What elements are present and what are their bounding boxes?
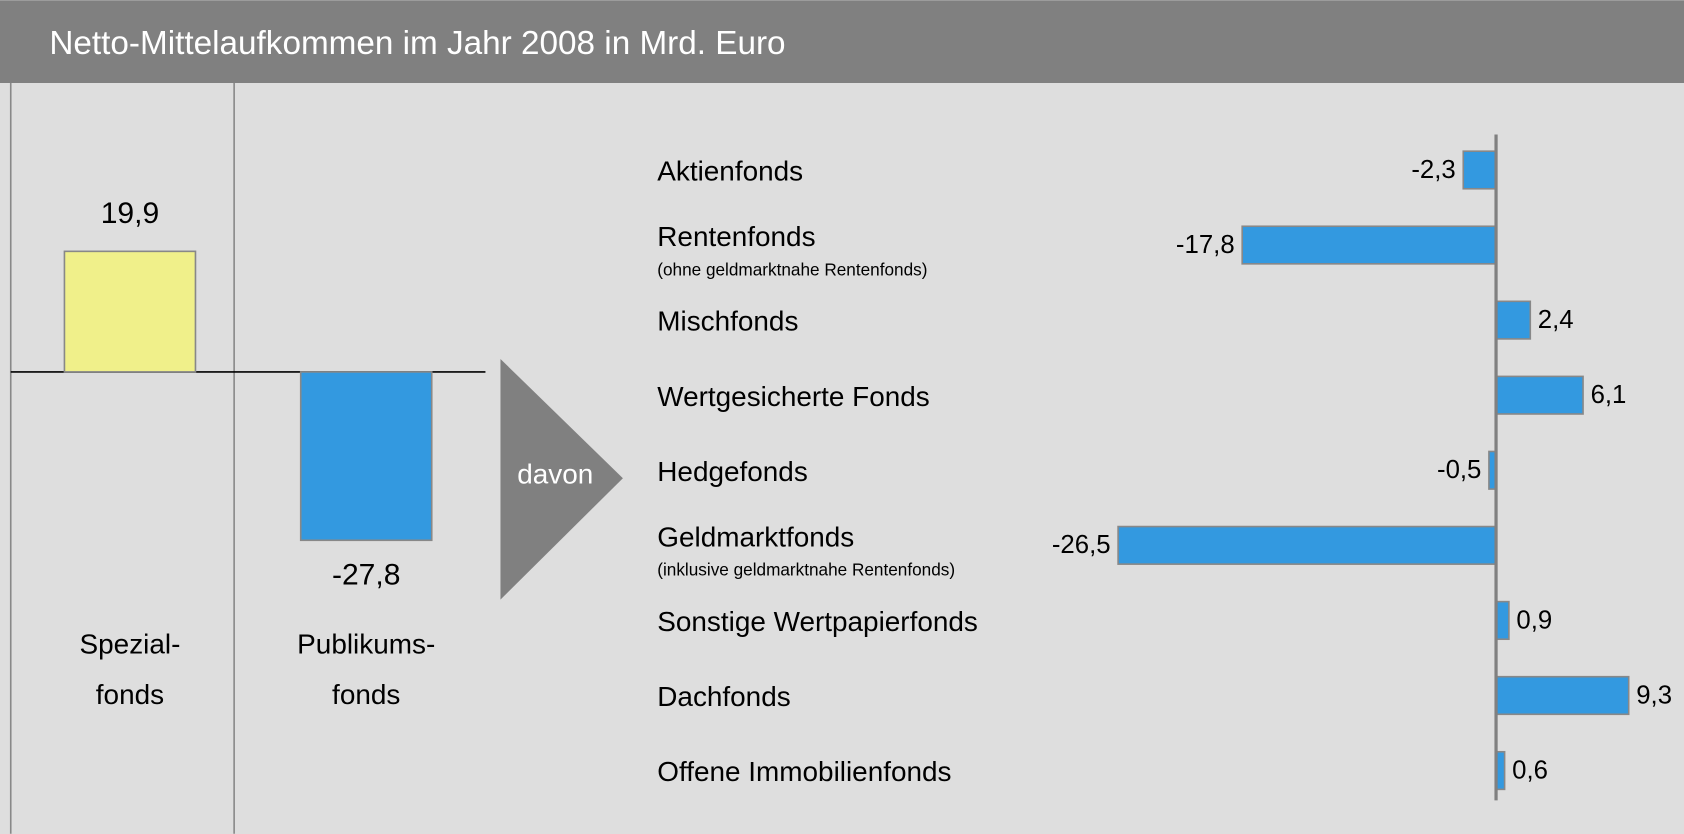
category-label-box: Publikums- fonds bbox=[297, 627, 436, 711]
bar bbox=[1495, 600, 1510, 641]
value-label: 6,1 bbox=[1591, 381, 1627, 409]
category-note: (ohne geldmarktnahe Rentenfonds) bbox=[657, 259, 927, 279]
value-label: 19,9 bbox=[101, 197, 160, 230]
category-label: Sonstige Wertpapierfonds bbox=[657, 606, 978, 637]
category-label: Publikums- fonds bbox=[297, 627, 436, 711]
value-label: 0,6 bbox=[1512, 756, 1548, 784]
bar bbox=[1117, 525, 1497, 565]
category-label: Dachfonds bbox=[657, 681, 790, 712]
value-label: -17,8 bbox=[1176, 231, 1235, 259]
bar bbox=[1462, 150, 1497, 190]
category-label: Rentenfonds bbox=[657, 221, 815, 252]
category-label: Hedgefonds bbox=[657, 456, 808, 487]
arrow-label: davon bbox=[517, 458, 593, 489]
arrow bbox=[500, 359, 623, 600]
category-label: Geldmarktfonds bbox=[657, 521, 854, 552]
value-label: 9,3 bbox=[1636, 681, 1672, 709]
category-label: Mischfonds bbox=[657, 306, 798, 337]
category-label-box: Spezial- fonds bbox=[79, 627, 181, 711]
category-label: Aktienfonds bbox=[657, 156, 803, 187]
value-label: 2,4 bbox=[1538, 306, 1574, 334]
value-label: -0,5 bbox=[1437, 456, 1481, 484]
value-label: -27,8 bbox=[332, 559, 401, 592]
bar bbox=[299, 371, 433, 542]
category-label: Wertgesicherte Fonds bbox=[657, 381, 929, 412]
chart-title: Netto-Mittelaufkommen im Jahr 2008 in Mr… bbox=[49, 25, 785, 62]
category-label: Offene Immobilienfonds bbox=[657, 756, 951, 787]
bar bbox=[1495, 300, 1532, 340]
value-label: -2,3 bbox=[1411, 156, 1455, 184]
bar bbox=[1495, 375, 1584, 415]
bar bbox=[1495, 675, 1630, 716]
bar bbox=[1241, 225, 1497, 265]
bar bbox=[63, 250, 197, 373]
header bbox=[0, 0, 1684, 83]
category-note: (inklusive geldmarktnahe Rentenfonds) bbox=[657, 560, 955, 580]
value-label: -26,5 bbox=[1052, 531, 1111, 559]
category-label: Spezial- fonds bbox=[79, 627, 181, 711]
value-label: 0,9 bbox=[1516, 606, 1552, 634]
